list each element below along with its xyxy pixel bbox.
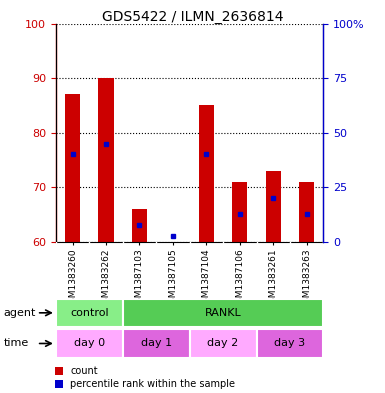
Bar	[299, 182, 314, 242]
Legend: count, percentile rank within the sample: count, percentile rank within the sample	[53, 364, 238, 391]
Text: GSM1383260: GSM1383260	[68, 248, 77, 309]
Bar	[99, 78, 114, 242]
Text: GSM1383262: GSM1383262	[102, 248, 110, 309]
Text: GSM1387104: GSM1387104	[202, 248, 211, 309]
Bar	[56, 329, 123, 358]
Text: GSM1387106: GSM1387106	[235, 248, 244, 309]
Bar	[132, 209, 147, 242]
Text: GSM1387105: GSM1387105	[168, 248, 177, 309]
Bar	[56, 299, 123, 327]
Bar	[256, 329, 323, 358]
Bar	[123, 299, 323, 327]
Text: control: control	[70, 308, 109, 318]
Bar	[199, 105, 214, 242]
Text: GDS5422 / ILMN_2636814: GDS5422 / ILMN_2636814	[102, 10, 283, 24]
Bar	[123, 329, 190, 358]
Text: day 2: day 2	[208, 338, 239, 349]
Text: day 1: day 1	[141, 338, 172, 349]
Text: GSM1387103: GSM1387103	[135, 248, 144, 309]
Text: day 3: day 3	[275, 338, 306, 349]
Bar	[266, 171, 281, 242]
Text: GSM1383261: GSM1383261	[269, 248, 278, 309]
Bar	[65, 94, 80, 242]
Text: agent: agent	[4, 308, 36, 318]
Text: RANKL: RANKL	[205, 308, 241, 318]
Bar	[232, 182, 247, 242]
Bar	[189, 329, 256, 358]
Text: day 0: day 0	[74, 338, 105, 349]
Text: time: time	[4, 338, 29, 349]
Text: GSM1383263: GSM1383263	[302, 248, 311, 309]
